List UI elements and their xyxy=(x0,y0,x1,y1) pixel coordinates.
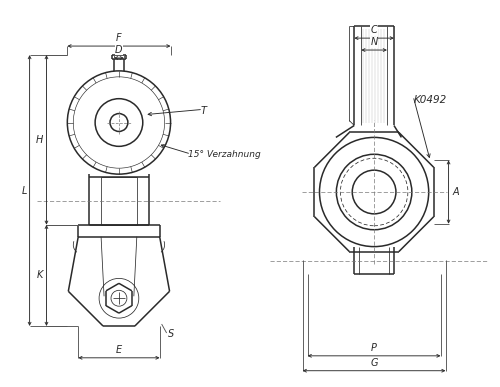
Text: E: E xyxy=(116,345,122,355)
Text: T: T xyxy=(200,106,206,116)
Text: G: G xyxy=(370,358,378,368)
Text: S: S xyxy=(168,329,174,339)
Text: L: L xyxy=(21,185,26,195)
Text: C: C xyxy=(370,25,378,35)
Text: H: H xyxy=(36,135,44,145)
Text: K0492: K0492 xyxy=(414,95,447,104)
Text: N: N xyxy=(370,37,378,47)
Text: 15° Verzahnung: 15° Verzahnung xyxy=(188,150,261,159)
Text: P: P xyxy=(371,343,377,353)
Text: K: K xyxy=(37,271,44,281)
Text: D: D xyxy=(115,45,122,55)
Text: A: A xyxy=(452,187,459,197)
Text: F: F xyxy=(116,33,122,43)
